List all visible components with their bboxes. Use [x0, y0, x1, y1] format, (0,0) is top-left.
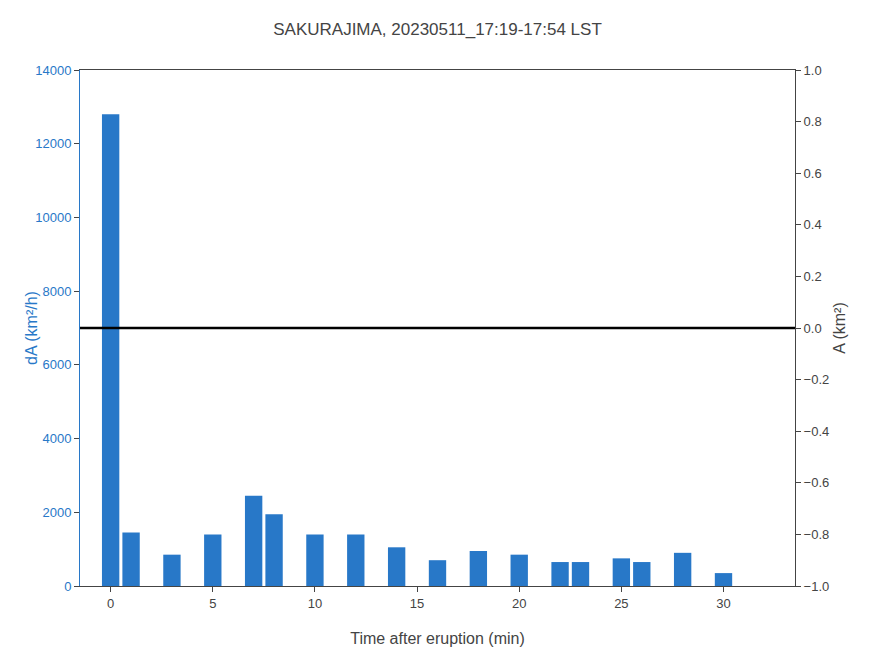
svg-text:10000: 10000 [35, 210, 71, 225]
svg-text:0: 0 [107, 596, 114, 611]
svg-text:−0.6: −0.6 [804, 475, 830, 490]
svg-text:2000: 2000 [42, 505, 71, 520]
svg-text:10: 10 [308, 596, 322, 611]
svg-text:0.2: 0.2 [804, 269, 822, 284]
svg-text:−0.2: −0.2 [804, 372, 830, 387]
svg-text:0: 0 [64, 579, 71, 594]
svg-text:0.6: 0.6 [804, 166, 822, 181]
svg-text:Time after eruption (min): Time after eruption (min) [350, 630, 525, 647]
svg-text:−0.8: −0.8 [804, 527, 830, 542]
svg-text:0.0: 0.0 [804, 321, 822, 336]
svg-text:A (km²): A (km²) [831, 302, 848, 354]
svg-text:6000: 6000 [42, 357, 71, 372]
svg-text:30: 30 [716, 596, 730, 611]
svg-text:−1.0: −1.0 [804, 579, 830, 594]
svg-text:12000: 12000 [35, 136, 71, 151]
svg-text:SAKURAJIMA, 20230511_17:19-17:: SAKURAJIMA, 20230511_17:19-17:54 LST [273, 20, 602, 39]
svg-text:5: 5 [209, 596, 216, 611]
svg-text:14000: 14000 [35, 63, 71, 78]
svg-text:0.8: 0.8 [804, 114, 822, 129]
svg-text:dA (km²/h): dA (km²/h) [23, 291, 40, 365]
svg-text:8000: 8000 [42, 284, 71, 299]
svg-text:1.0: 1.0 [804, 63, 822, 78]
svg-text:4000: 4000 [42, 431, 71, 446]
svg-text:0.4: 0.4 [804, 217, 822, 232]
svg-text:25: 25 [614, 596, 628, 611]
svg-text:−0.4: −0.4 [804, 424, 830, 439]
svg-text:20: 20 [512, 596, 526, 611]
svg-text:15: 15 [410, 596, 424, 611]
